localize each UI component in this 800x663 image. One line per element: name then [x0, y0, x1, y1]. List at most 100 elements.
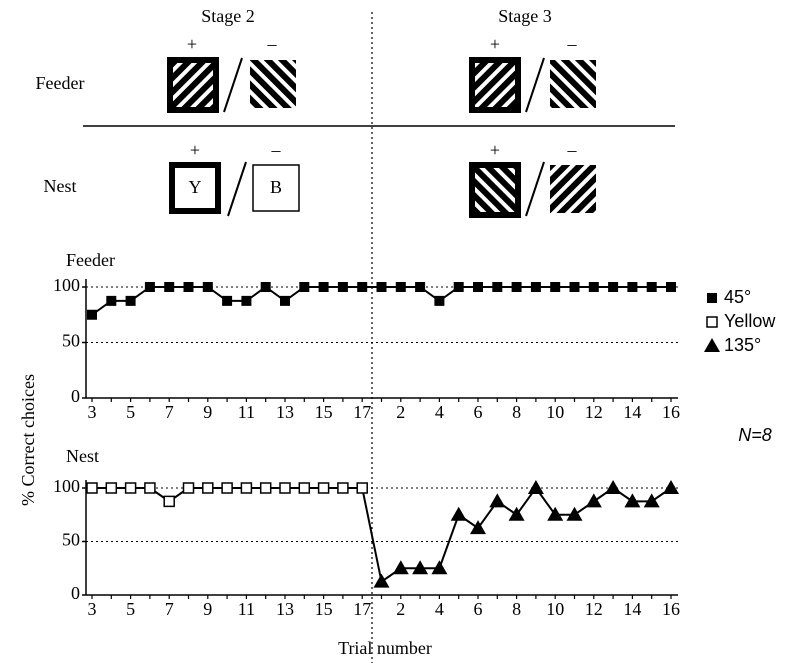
plus-sign: +	[190, 140, 200, 160]
marker	[241, 296, 251, 306]
plus-sign: +	[187, 34, 197, 54]
row-label: Nest	[44, 176, 77, 196]
marker	[608, 282, 618, 292]
stimulus-letter: Y	[189, 177, 202, 197]
marker	[489, 493, 505, 507]
x-tick-label: 6	[474, 402, 483, 422]
marker	[374, 574, 390, 588]
marker	[241, 483, 251, 493]
marker	[106, 296, 116, 306]
slash	[224, 58, 242, 112]
x-tick-label: 16	[662, 599, 680, 619]
x-tick-label: 3	[88, 599, 97, 619]
x-tick-label: 11	[238, 402, 255, 422]
stimulus-box	[472, 165, 518, 215]
stimulus-box	[472, 60, 518, 110]
y-tick-label: 0	[71, 583, 80, 603]
marker	[586, 493, 602, 507]
x-tick-label: 3	[88, 402, 97, 422]
legend-marker	[704, 338, 720, 352]
marker	[528, 480, 544, 494]
plus-sign: +	[490, 140, 500, 160]
minus-sign: –	[271, 140, 282, 160]
x-tick-label: 5	[126, 599, 135, 619]
marker	[570, 282, 580, 292]
stimulus-box	[250, 60, 296, 108]
marker	[666, 282, 676, 292]
marker	[451, 507, 467, 521]
stimulus-feeder-stage3: + –	[472, 34, 596, 112]
marker	[261, 282, 271, 292]
y-axis-label: % Correct choices	[18, 374, 38, 506]
x-tick-label: 8	[512, 599, 521, 619]
marker	[319, 282, 329, 292]
minus-sign: –	[267, 34, 278, 54]
chart-title: Feeder	[66, 250, 115, 270]
x-tick-label: 7	[165, 402, 174, 422]
y-tick-label: 50	[62, 530, 80, 550]
stage-label: Stage 2	[201, 6, 255, 26]
x-tick-label: 11	[238, 599, 255, 619]
marker	[222, 483, 232, 493]
legend-marker	[707, 293, 717, 303]
marker	[126, 296, 136, 306]
marker	[512, 282, 522, 292]
marker	[509, 507, 525, 521]
x-axis-label: Trial number	[338, 638, 432, 658]
legend-marker	[707, 317, 717, 327]
chart-title: Nest	[66, 446, 99, 466]
marker	[454, 282, 464, 292]
marker	[338, 282, 348, 292]
minus-sign: –	[567, 34, 578, 54]
x-tick-label: 5	[126, 402, 135, 422]
x-tick-label: 10	[546, 402, 564, 422]
marker	[222, 296, 232, 306]
marker	[415, 282, 425, 292]
y-tick-label: 50	[62, 331, 80, 351]
marker	[299, 483, 309, 493]
stimulus-box	[550, 165, 596, 213]
stimulus-nest-stage3: + –	[472, 140, 596, 216]
x-tick-label: 8	[512, 402, 521, 422]
plus-sign: +	[490, 34, 500, 54]
marker	[299, 282, 309, 292]
x-tick-label: 7	[165, 599, 174, 619]
x-tick-label: 2	[396, 402, 405, 422]
marker	[164, 496, 174, 506]
marker	[492, 282, 502, 292]
y-tick-label: 100	[53, 476, 80, 496]
sample-size-note: N=8	[738, 425, 772, 445]
legend-label: 135°	[724, 335, 761, 355]
marker	[184, 282, 194, 292]
marker	[280, 483, 290, 493]
marker	[145, 483, 155, 493]
marker	[106, 483, 116, 493]
marker	[357, 282, 367, 292]
x-tick-label: 12	[585, 599, 603, 619]
x-tick-label: 13	[276, 402, 294, 422]
x-tick-label: 12	[585, 402, 603, 422]
marker	[319, 483, 329, 493]
marker	[280, 296, 290, 306]
marker	[261, 483, 271, 493]
x-tick-label: 6	[474, 599, 483, 619]
x-tick-label: 14	[623, 402, 641, 422]
x-tick-label: 15	[315, 402, 333, 422]
marker	[605, 480, 621, 494]
marker	[470, 520, 486, 534]
stimulus-box	[170, 60, 216, 110]
marker	[338, 483, 348, 493]
stimulus-nest-stage2: + – Y B	[172, 140, 299, 216]
x-tick-label: 9	[203, 402, 212, 422]
y-tick-label: 0	[71, 386, 80, 406]
marker	[663, 480, 679, 494]
row-label: Feeder	[36, 73, 85, 93]
slash	[228, 162, 246, 216]
marker	[203, 483, 213, 493]
marker	[473, 282, 483, 292]
marker	[164, 282, 174, 292]
x-tick-label: 4	[435, 599, 444, 619]
marker	[357, 483, 367, 493]
x-tick-label: 16	[662, 402, 680, 422]
x-tick-label: 10	[546, 599, 564, 619]
